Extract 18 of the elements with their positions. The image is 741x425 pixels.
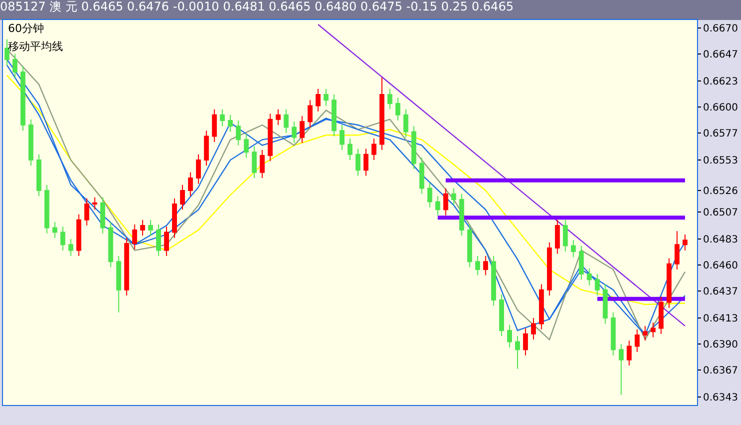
y-tick-label: 0.6526 bbox=[703, 186, 738, 197]
y-tick-label: 0.6367 bbox=[703, 366, 738, 376]
annotation: 60分钟 bbox=[8, 22, 44, 35]
y-tick-label: 0.6507 bbox=[703, 207, 738, 218]
y-tick-label: 0.6553 bbox=[703, 156, 738, 166]
y-tick-label: 0.6460 bbox=[703, 260, 738, 272]
y-tick-label: 0.6647 bbox=[703, 49, 738, 60]
y-tick-label: 0.6623 bbox=[703, 76, 738, 88]
y-tick-label: 0.6483 bbox=[703, 234, 738, 246]
y-tick-label: 0.6413 bbox=[703, 314, 738, 325]
annotation: 移动平均线 bbox=[8, 40, 63, 53]
y-tick-label: 0.6577 bbox=[703, 128, 738, 140]
y-tick-label: 0.6343 bbox=[703, 392, 738, 404]
y-tick-label: 0.6600 bbox=[703, 102, 738, 114]
chart-title: 085127 澳 元 0.6465 0.6476 -0.0010 0.6481 0.6465 0.6480 0.6475 -0.15 0.25 0.6465 bbox=[0, 0, 514, 14]
y-tick-label: 0.6670 bbox=[703, 23, 738, 34]
y-tick-label: 0.6390 bbox=[703, 340, 738, 351]
y-tick-label: 0.6437 bbox=[703, 286, 738, 298]
